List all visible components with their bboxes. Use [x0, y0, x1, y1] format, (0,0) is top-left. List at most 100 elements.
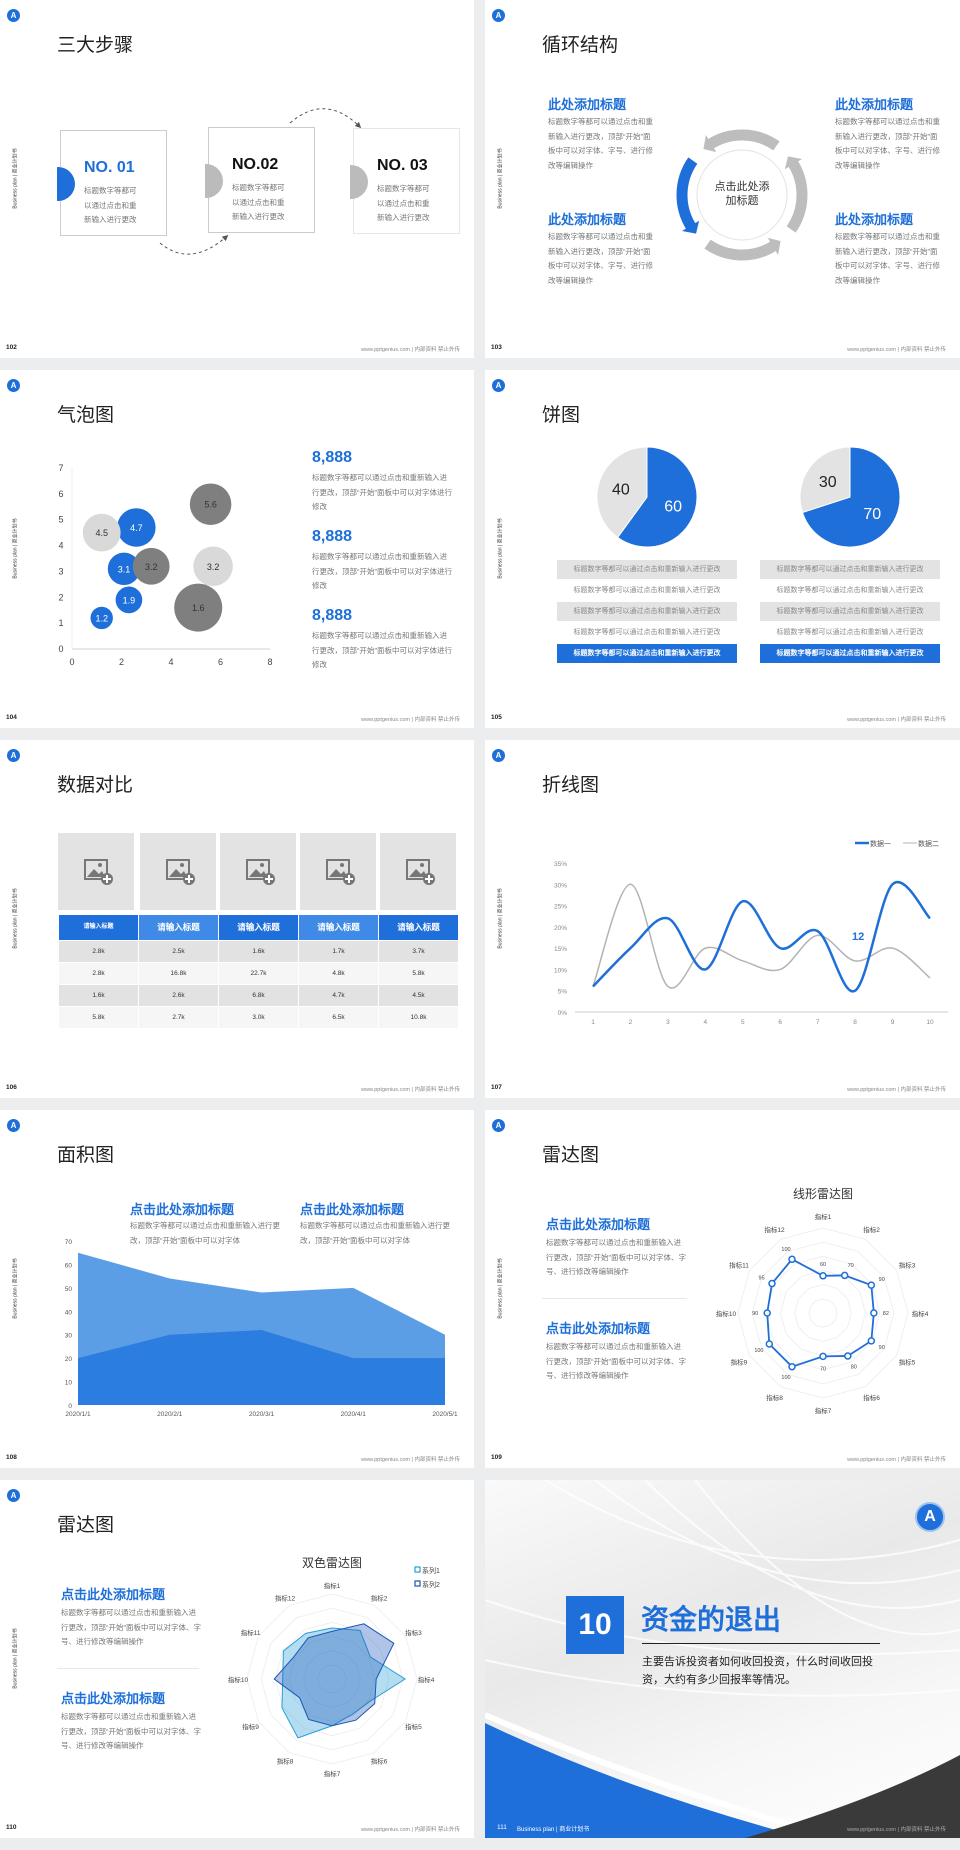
y-tick-label: 60 [65, 1262, 73, 1269]
block-text: 标题数字等都可以通过点击和重新输入进行更改，顶部“开始”面板中可以对字体、字号、… [546, 1342, 686, 1380]
block-text: 标题数字等都可以通过点击和重新输入进行更改，顶部“开始”面板中可以对字体、字号、… [835, 232, 940, 285]
table-cell: 3.0k [219, 1007, 298, 1028]
radar-point [768, 1279, 776, 1288]
legend-label: 数据二 [918, 839, 939, 848]
x-tick-label: 8 [853, 1019, 857, 1026]
slide-107: A Business plan | 商业计划书 107 www.pptgeniu… [485, 740, 960, 1098]
x-tick-label: 2 [629, 1019, 633, 1026]
y-tick-label: 7 [58, 463, 63, 473]
dashed-arrow-2 [289, 108, 362, 129]
legend-label: 系列1 [422, 1566, 440, 1575]
data-annotation: 12 [852, 931, 864, 943]
table-cell: 1.6k [219, 941, 298, 962]
axis-label: 指标4 [912, 1309, 929, 1318]
page-number: 103 [491, 344, 502, 351]
info-row: 标题数字等都可以通过点击和重新输入进行更改 [557, 644, 737, 663]
y-tick-label: 4 [58, 541, 63, 551]
x-tick-label: 6 [218, 657, 223, 667]
column-header: 请输入标题 [299, 915, 378, 940]
x-tick-label: 9 [891, 1019, 895, 1026]
pie-slice [799, 446, 851, 514]
logo-icon: A [492, 749, 505, 762]
pie-label: 70 [863, 506, 881, 523]
radar-grid-ring [737, 1227, 909, 1399]
bubble [193, 546, 233, 587]
legend-swatch [414, 1580, 421, 1587]
legend-swatch [414, 1566, 421, 1573]
radar-point [763, 1309, 771, 1317]
x-tick-label: 8 [267, 657, 272, 667]
radar-point [867, 1281, 876, 1289]
info-row: 标题数字等都可以通过点击和重新输入进行更改 [760, 602, 940, 621]
radar-grid-ring [808, 1298, 838, 1328]
image-placeholder [58, 833, 134, 910]
slide-106: A Business plan | 商业计划书 106 www.pptgeniu… [0, 740, 474, 1098]
radar-point [870, 1309, 878, 1317]
bubble-label: 4.5 [95, 528, 108, 538]
logo-icon: A [7, 379, 20, 392]
image-placeholder [140, 833, 216, 910]
x-tick-label: 2020/1/1 [65, 1411, 91, 1418]
page-number: 105 [491, 714, 502, 721]
column-header: 请输入标题 [139, 915, 218, 940]
image-placeholder [300, 833, 376, 910]
footer-text: www.pptgenius.com | 内部资料 禁止外传 [847, 1457, 946, 1463]
axis-label: 指标2 [863, 1225, 880, 1234]
block-heading: 点击此处添加标题 [130, 1202, 235, 1217]
series-line-2 [592, 883, 931, 989]
y-tick-label: 0% [558, 1010, 568, 1017]
pie-slice [596, 446, 648, 539]
block-text: 标题数字等都可以通过点击和重新输入进行更改，顶部“开始”面板中可以对字体 [130, 1221, 280, 1245]
axis-label: 指标11 [241, 1628, 261, 1637]
pie-slice [801, 446, 901, 548]
data-label: 100 [781, 1375, 790, 1381]
table-cell: 4.8k [299, 963, 378, 984]
arrowhead-icon [681, 220, 700, 234]
column-header: 请输入标题 [379, 915, 458, 940]
info-row: 标题数字等都可以通过点击和重新输入进行更改 [557, 602, 737, 621]
page-title: 面积图 [57, 1145, 115, 1166]
axis-label: 指标2 [371, 1594, 388, 1603]
bubble [174, 583, 223, 632]
y-tick-label: 10 [65, 1380, 73, 1387]
x-tick-label: 6 [778, 1019, 782, 1026]
y-tick-label: 40 [65, 1309, 73, 1316]
pie-label: 40 [612, 482, 630, 499]
legend-label: 数据一 [870, 839, 891, 848]
block-text: 标题数字等都可以通过点击和重新输入进行更改，顶部“开始”面板中可以对字体、字号、… [548, 117, 653, 170]
block-heading: 点击此处添加标题 [300, 1202, 405, 1217]
pie-label: 60 [664, 498, 682, 515]
radar-grid-ring [780, 1270, 866, 1356]
footer-text: www.pptgenius.com | 内部资料 禁止外传 [361, 1457, 460, 1463]
data-label: 70 [848, 1263, 854, 1269]
block-text: 标题数字等都可以通过点击和重新输入进行更改，顶部“开始”面板中可以对字体、字号、… [546, 1238, 686, 1276]
bubble [189, 483, 232, 525]
add-image-icon [84, 859, 113, 885]
logo-icon: A [7, 9, 20, 22]
stat-value: 8,888 [312, 449, 353, 466]
axis-label: 指标8 [766, 1393, 783, 1402]
radar-chart-dual: 指标1 指标2 指标3 指标4 指标5 指标6 指标7 指标8 指标9 指标10 指标11 指标12 双… [228, 1556, 440, 1778]
table-cell: 22.7k [219, 963, 298, 984]
page-number: 111 [497, 1824, 507, 1831]
x-tick-label: 2020/4/1 [341, 1411, 367, 1418]
x-tick-label: 7 [816, 1019, 820, 1026]
axis-label: 指标9 [731, 1358, 748, 1367]
section-title: 资金的退出 [641, 1604, 782, 1635]
cycle-center-label: 点击此处添加标题 [714, 181, 770, 207]
stat-text: 标题数字等都可以通过点击和重新输入进行更改，顶部“开始”面板中可以对字体进行修改 [312, 552, 452, 590]
page-title: 雷达图 [542, 1145, 600, 1166]
x-tick-label: 10 [926, 1019, 934, 1026]
axis-label: 指标12 [275, 1594, 296, 1603]
arrowhead-icon [784, 156, 803, 170]
radar-point [765, 1340, 774, 1348]
step-connectors [159, 108, 362, 255]
table-cell: 2.7k [139, 1007, 218, 1028]
x-tick-label: 2020/2/1 [157, 1411, 183, 1418]
x-tick-label: 5 [741, 1019, 745, 1026]
y-tick-label: 0 [58, 644, 63, 654]
add-image-icon [166, 859, 195, 885]
step-card-1: NO. 01 标题数字等都可以通过点击和重新输入进行更改 [57, 130, 167, 236]
bubble [82, 513, 121, 552]
page-number: 110 [6, 1824, 17, 1831]
